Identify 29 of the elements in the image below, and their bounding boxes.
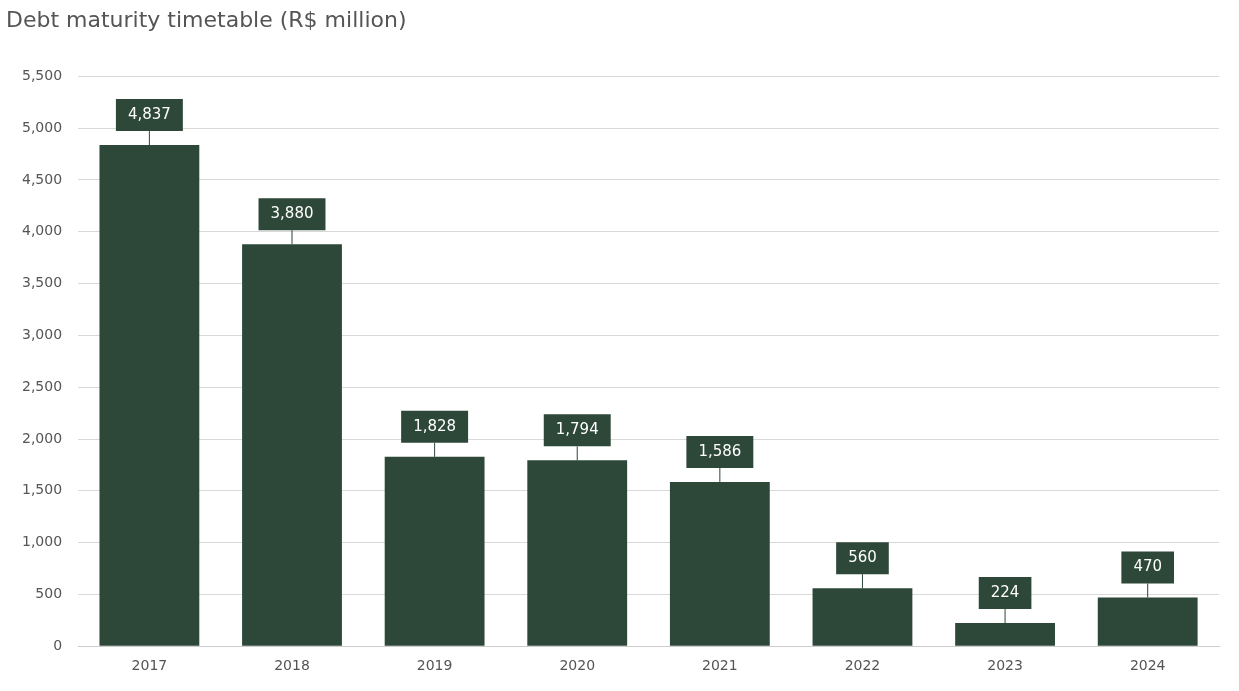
y-tick-label: 1,500 xyxy=(21,481,63,498)
x-tick-label: 2022 xyxy=(844,657,881,674)
x-tick-label: 2019 xyxy=(416,657,453,674)
y-tick-label: 3,000 xyxy=(21,326,63,343)
x-tick-label: 2024 xyxy=(1129,657,1166,674)
y-tick-label: 5,500 xyxy=(21,67,63,84)
data-label: 4,837 xyxy=(127,104,171,123)
data-label: 560 xyxy=(848,548,877,567)
x-tick-label: 2018 xyxy=(274,657,310,674)
data-label: 1,794 xyxy=(555,420,599,439)
data-label: 470 xyxy=(1133,557,1163,576)
y-tick-label: 5,000 xyxy=(21,118,63,135)
x-tick-label: 2020 xyxy=(559,657,596,674)
x-tick-label: 2021 xyxy=(702,657,738,674)
data-label: 3,880 xyxy=(270,204,314,223)
y-tick-label: 2,500 xyxy=(21,377,63,394)
y-tick-label: 1,000 xyxy=(21,533,63,550)
y-tick-label: 0 xyxy=(53,636,63,653)
y-tick-label: 3,500 xyxy=(21,274,63,291)
data-label: 1,586 xyxy=(698,441,742,460)
data-label: 224 xyxy=(990,582,1020,601)
data-label: 1,828 xyxy=(413,416,457,435)
y-tick-label: 4,000 xyxy=(21,222,63,239)
chart-title: Debt maturity timetable (R$ million) xyxy=(6,6,407,32)
y-tick-label: 500 xyxy=(35,585,63,602)
x-tick-label: 2017 xyxy=(131,657,168,674)
y-tick-label: 2,000 xyxy=(21,429,63,446)
x-tick-label: 2023 xyxy=(987,657,1023,674)
y-tick-label: 4,500 xyxy=(21,170,63,187)
